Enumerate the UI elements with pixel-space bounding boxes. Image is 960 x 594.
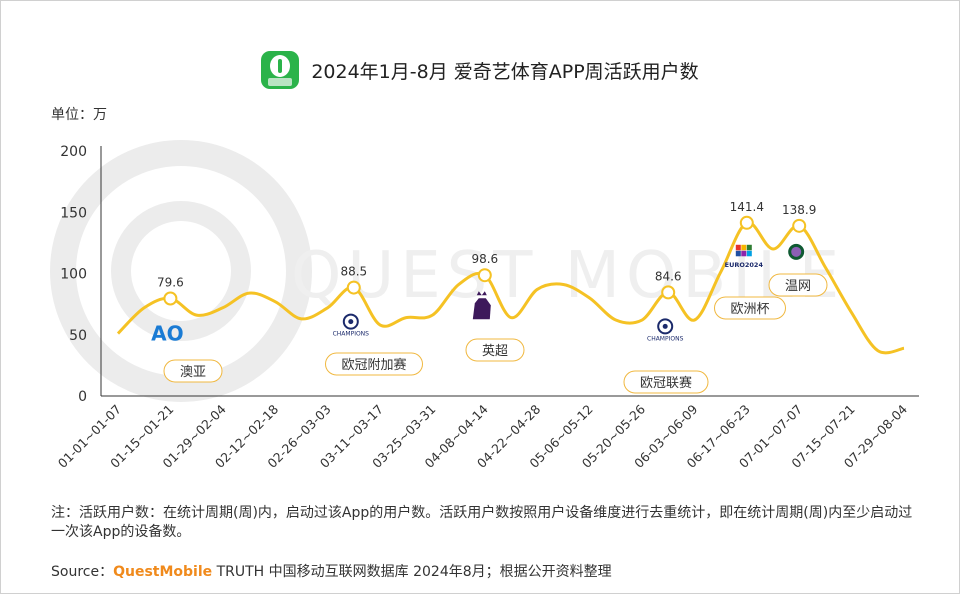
source-prefix: Source： bbox=[51, 564, 114, 580]
chart-title: 2024年1月-8月 爱奇艺体育APP周活跃用户数 bbox=[311, 60, 699, 83]
australian-open-logo: AO bbox=[151, 321, 183, 345]
data-point-marker bbox=[477, 268, 492, 283]
footnote: 注：活跃用户数：在统计周期(周)内，启动过该App的用户数。活跃用户数按照用户设… bbox=[51, 505, 913, 540]
event-label-box bbox=[768, 273, 828, 297]
watermark-ring bbox=[50, 140, 312, 402]
event-label-box bbox=[623, 370, 709, 394]
logo-lion bbox=[472, 298, 491, 320]
logo-text: EURO2024 bbox=[725, 261, 764, 269]
source-line: Source：QuestMobile TRUTH 中国移动互联网数据库 2024… bbox=[51, 561, 612, 581]
event-label: 欧洲杯 bbox=[714, 296, 786, 320]
data-label: 138.9 bbox=[782, 203, 816, 217]
watermark-core bbox=[111, 201, 251, 341]
event-label-text: 温网 bbox=[785, 279, 811, 294]
event-label-text: 欧冠附加赛 bbox=[341, 357, 406, 373]
y-tick-label: 50 bbox=[69, 328, 87, 344]
y-tick-label: 200 bbox=[60, 144, 87, 160]
logo-text: CHAMPIONS bbox=[333, 331, 370, 338]
event-label-box bbox=[325, 352, 423, 376]
champions-league-logo: CHAMPIONS bbox=[647, 318, 684, 342]
event-label: 温网 bbox=[768, 273, 828, 297]
event-label: 英超 bbox=[465, 338, 525, 362]
data-label: 84.6 bbox=[655, 269, 682, 283]
logo-ball-center bbox=[662, 323, 668, 329]
event-label-box bbox=[465, 338, 525, 362]
logo-inner bbox=[791, 246, 802, 257]
logo-tile bbox=[746, 250, 752, 257]
data-label: 98.6 bbox=[471, 252, 498, 266]
source-rest: TRUTH 中国移动互联网数据库 2024年8月；根据公开资料整理 bbox=[212, 564, 612, 580]
data-point-marker bbox=[661, 285, 676, 300]
event-label-text: 英超 bbox=[482, 344, 508, 359]
logo-tile bbox=[741, 244, 747, 251]
premier-league-logo bbox=[472, 291, 491, 320]
event-label: 欧冠附加赛 bbox=[325, 352, 423, 376]
data-point-marker bbox=[163, 291, 178, 306]
logo-tile bbox=[746, 244, 752, 251]
event-label: 澳亚 bbox=[163, 359, 223, 383]
y-tick-label: 150 bbox=[60, 205, 87, 221]
event-label-text: 欧洲杯 bbox=[730, 302, 769, 317]
logo-tile bbox=[735, 244, 741, 251]
data-point-marker bbox=[346, 280, 361, 295]
data-label: 79.6 bbox=[157, 275, 184, 289]
logo-tile bbox=[735, 250, 741, 257]
euro-2024-logo: EURO2024 bbox=[725, 244, 764, 269]
logo-crown bbox=[476, 291, 487, 296]
unit-label: 单位：万 bbox=[51, 107, 107, 123]
champions-league-logo: CHAMPIONS bbox=[333, 313, 370, 338]
line-chart: QUEST MOBILE05010015020001-01~01-0701-15… bbox=[50, 140, 919, 471]
y-tick-label: 0 bbox=[78, 389, 87, 405]
data-point-marker bbox=[792, 218, 807, 233]
event-label-text: 澳亚 bbox=[180, 364, 206, 380]
logo-tile bbox=[741, 250, 747, 257]
series-line bbox=[116, 221, 905, 355]
iqiyi-sports-app-icon bbox=[261, 51, 300, 89]
logo-text: AO bbox=[151, 321, 183, 345]
event-label: 欧冠联赛 bbox=[623, 370, 709, 394]
logo-ball-center bbox=[348, 319, 354, 325]
wimbledon-logo bbox=[788, 243, 805, 260]
y-tick-label: 100 bbox=[60, 267, 87, 283]
event-label-box bbox=[163, 359, 223, 383]
data-label: 141.4 bbox=[730, 200, 764, 214]
data-point-marker bbox=[739, 215, 754, 230]
logo-text: CHAMPIONS bbox=[647, 335, 684, 342]
event-label-box bbox=[714, 296, 786, 320]
watermark: QUEST MOBILE bbox=[50, 140, 839, 402]
title-row: 2024年1月-8月 爱奇艺体育APP周活跃用户数 bbox=[1, 51, 959, 89]
data-label: 88.5 bbox=[340, 265, 367, 279]
event-label-text: 欧冠联赛 bbox=[640, 375, 692, 391]
source-brand: QuestMobile bbox=[113, 564, 213, 580]
